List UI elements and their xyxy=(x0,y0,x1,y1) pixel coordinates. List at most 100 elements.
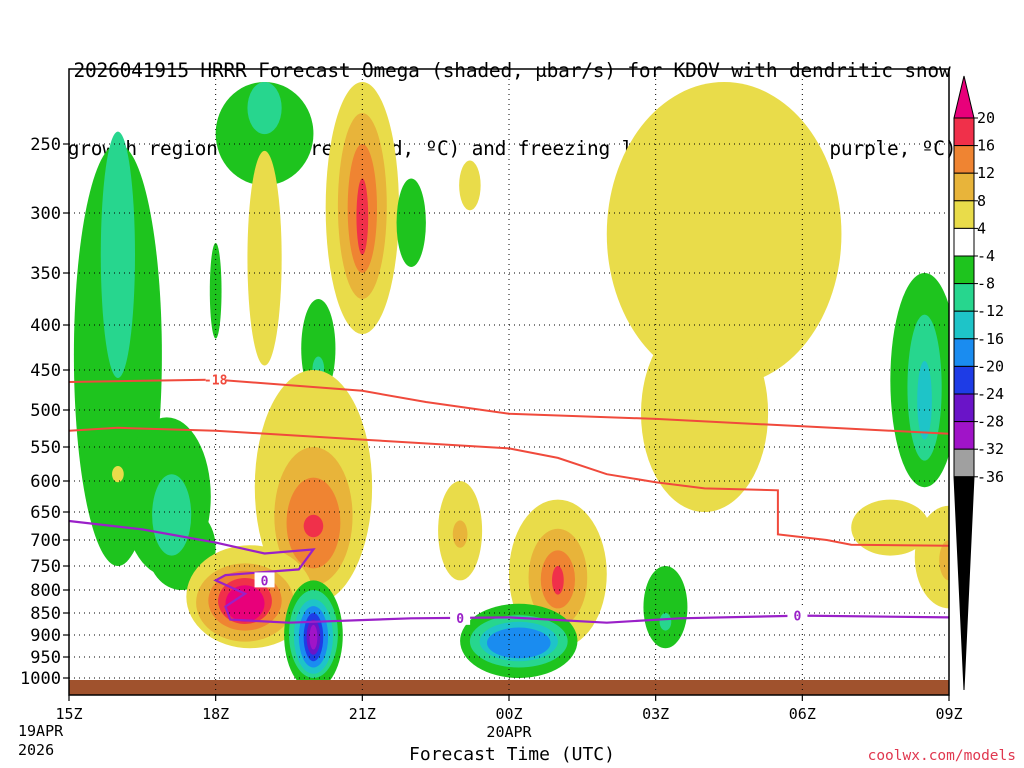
label-freezing-3-bg xyxy=(787,607,808,623)
omega-region-3 xyxy=(100,131,135,378)
ytick-label-250: 250 xyxy=(30,135,61,155)
ytick-label-700: 700 xyxy=(30,531,61,551)
x-date-00z: 20APR xyxy=(486,723,532,741)
omega-region-53 xyxy=(487,627,551,659)
xtick-label-06Z: 06Z xyxy=(789,705,816,723)
contour-freezing-level xyxy=(69,519,949,624)
credit-link[interactable]: coolwx.com/models xyxy=(867,748,1016,764)
omega-region-22 xyxy=(851,499,930,556)
colorbar-label-8: 8 xyxy=(977,192,986,210)
colorbar-bin-12 xyxy=(953,172,975,202)
colorbar-label--36: -36 xyxy=(977,468,1004,486)
label-minus18: -18 xyxy=(204,374,228,389)
time-axis: 15Z 18Z 21Z 00Z 03Z 06Z 09Z 20APR xyxy=(55,695,963,741)
label-freezing-3: 0 xyxy=(794,610,802,625)
pressure-axis: 2503003504004505005506006507007508008509… xyxy=(20,135,69,689)
label-minus18-bg xyxy=(205,371,226,387)
gridlines xyxy=(69,69,949,695)
omega-region-18 xyxy=(459,160,481,211)
colorbar-label--16: -16 xyxy=(977,330,1004,348)
omega-region-24 xyxy=(939,540,949,581)
colorbar-bin--4 xyxy=(953,255,975,285)
ytick-label-400: 400 xyxy=(30,316,61,336)
ytick-label-350: 350 xyxy=(30,264,61,284)
omega-region-6 xyxy=(247,82,282,135)
colorbar-label--32: -32 xyxy=(977,440,1004,458)
colorbar-bin--12 xyxy=(953,310,975,340)
omega-region-54 xyxy=(643,566,688,649)
colorbar-label-16: 16 xyxy=(977,137,995,155)
chart-title-line-1: 2026041915 HRRR Forecast Omega (shaded, … xyxy=(73,59,951,82)
colorbar-label--12: -12 xyxy=(977,302,1004,320)
ytick-label-600: 600 xyxy=(30,472,61,492)
colorbar-label-4: 4 xyxy=(977,219,986,237)
omega-region-27 xyxy=(917,361,932,440)
colorbar-bin-8 xyxy=(953,200,975,229)
omega-shading xyxy=(73,82,949,690)
xtick-label-00Z: 00Z xyxy=(495,705,522,723)
ytick-label-1000: 1000 xyxy=(20,669,61,689)
terrain-band xyxy=(69,680,949,695)
x-axis-title: Forecast Time (UTC) xyxy=(409,744,615,765)
omega-region-23 xyxy=(914,505,949,609)
x-date-day: 19APR xyxy=(18,722,64,740)
colorbar-bin--8 xyxy=(953,283,975,312)
colorbar-label--24: -24 xyxy=(977,385,1004,403)
omega-region-31 xyxy=(303,514,324,538)
ytick-label-550: 550 xyxy=(30,438,61,458)
omega-region-43 xyxy=(309,624,318,650)
label-freezing-1-bg xyxy=(254,572,275,588)
colorbar-bin--16 xyxy=(953,338,975,367)
colorbar-bin--32 xyxy=(953,448,975,478)
ytick-label-800: 800 xyxy=(30,581,61,601)
colorbar-cap-bottom xyxy=(953,476,975,691)
x-axis-date-label: 19APR 2026 xyxy=(18,722,63,760)
xtick-label-03Z: 03Z xyxy=(642,705,669,723)
colorbar-label--28: -28 xyxy=(977,413,1004,431)
contour-dgz-minus12 xyxy=(69,426,949,547)
ytick-label-500: 500 xyxy=(30,401,61,421)
x-date-year: 2026 xyxy=(18,741,55,759)
colorbar-label-20: 20 xyxy=(977,109,995,127)
label-freezing-2-bg xyxy=(450,609,471,625)
xtick-label-21Z: 21Z xyxy=(349,705,376,723)
omega-region-4 xyxy=(152,474,192,556)
colorbar-label-12: 12 xyxy=(977,164,995,182)
xtick-label-18Z: 18Z xyxy=(202,705,229,723)
colorbar-cap-top xyxy=(953,75,975,119)
colorbar-bin--24 xyxy=(953,393,975,423)
colorbar-bin-4 xyxy=(953,227,975,257)
contour-lines: -18 0 0 0 xyxy=(69,371,949,627)
ytick-label-750: 750 xyxy=(30,557,61,577)
terrain-bar xyxy=(69,680,949,695)
label-freezing-2: 0 xyxy=(456,612,464,627)
omega-region-49 xyxy=(552,566,564,595)
ytick-label-450: 450 xyxy=(30,361,61,381)
omega-region-8 xyxy=(112,466,124,483)
omega-region-13 xyxy=(356,178,369,255)
omega-region-9 xyxy=(209,243,222,339)
xtick-label-15Z: 15Z xyxy=(55,705,82,723)
omega-region-55 xyxy=(659,613,672,631)
colorbar-bin-16 xyxy=(953,145,975,174)
colorbar-bin--28 xyxy=(953,421,975,450)
ytick-label-900: 900 xyxy=(30,626,61,646)
colorbar-label--20: -20 xyxy=(977,357,1004,375)
colorbar-label--4: -4 xyxy=(977,247,995,265)
ytick-label-650: 650 xyxy=(30,503,61,523)
ytick-label-300: 300 xyxy=(30,204,61,224)
omega-region-21 xyxy=(641,314,769,512)
omega-region-45 xyxy=(452,520,468,548)
omega-region-15 xyxy=(396,178,426,267)
xtick-label-09Z: 09Z xyxy=(935,705,962,723)
colorbar-bin-20 xyxy=(953,117,975,147)
label-freezing-1: 0 xyxy=(261,574,269,589)
colorbar: 20 16 12 8 4 -4 -8 -12 -16 -20 -24 -28 -32 -36 xyxy=(953,75,1004,691)
omega-region-7 xyxy=(247,150,282,366)
contour-dgz-minus18 xyxy=(69,378,949,435)
ytick-label-850: 850 xyxy=(30,604,61,624)
ytick-label-950: 950 xyxy=(30,648,61,668)
colorbar-bin--20 xyxy=(953,365,975,395)
colorbar-label--8: -8 xyxy=(977,275,995,293)
